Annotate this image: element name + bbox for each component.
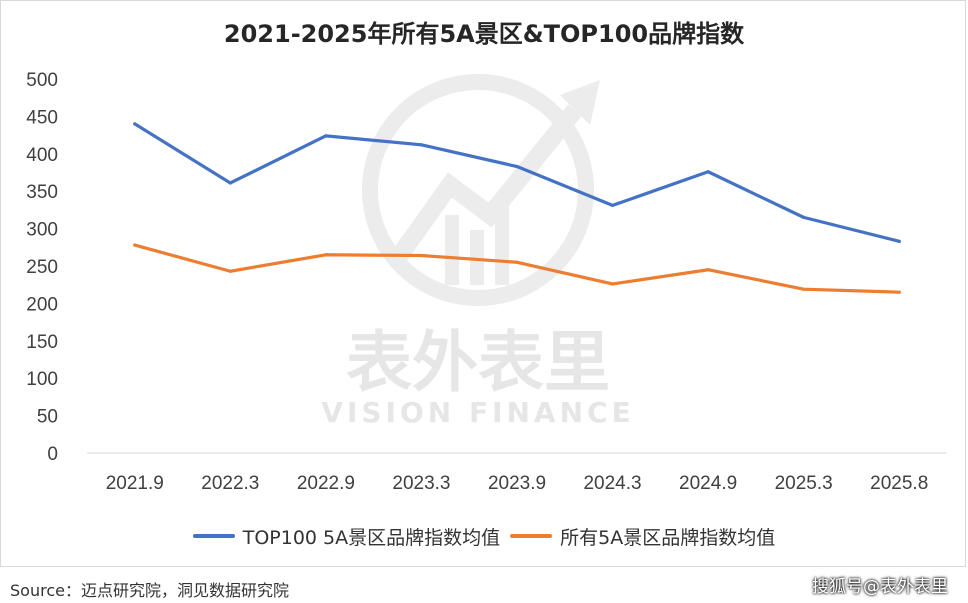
source-note: Source：迈点研究院，洞见数据研究院 (10, 581, 289, 600)
y-tick-label: 350 (26, 182, 58, 203)
x-tick-label: 2023.9 (488, 473, 546, 494)
data-point (133, 122, 137, 126)
data-point (897, 290, 901, 294)
y-tick-label: 150 (26, 332, 58, 353)
x-tick-label: 2024.3 (583, 473, 641, 494)
data-point (324, 253, 328, 257)
data-point (228, 181, 232, 185)
x-tick-label: 2024.9 (679, 473, 737, 494)
legend-item-1: 所有5A景区品牌指数均值 (510, 523, 775, 550)
x-tick-label: 2022.3 (201, 473, 259, 494)
data-point (897, 239, 901, 243)
legend-label: 所有5A景区品牌指数均值 (560, 526, 776, 549)
data-point (802, 215, 806, 219)
y-tick-label: 450 (26, 107, 58, 128)
y-tick-label: 250 (26, 257, 58, 278)
x-tick-label: 2025.8 (870, 473, 928, 494)
data-point (324, 134, 328, 138)
x-tick-label: 2022.9 (297, 473, 355, 494)
series-line-0 (133, 122, 901, 243)
y-tick-label: 0 (47, 444, 58, 465)
legend-swatch (192, 534, 235, 538)
line-chart: 0 50 100 150 200 250 300 350 400 450 500 2021.9 2022… (26, 70, 947, 494)
y-tick-label: 300 (26, 220, 58, 241)
data-point (515, 260, 519, 264)
data-point (706, 170, 710, 174)
data-point (228, 269, 232, 273)
data-point (802, 287, 806, 291)
data-point (419, 253, 424, 258)
x-tick-label: 2025.3 (775, 473, 833, 494)
brand-watermark: 搜狐号@表外表里 (812, 577, 948, 597)
x-tick-label: 2021.9 (106, 473, 164, 494)
series-line-1 (133, 243, 901, 294)
legend-item-0: TOP100 5A景区品牌指数均值 (192, 523, 501, 550)
data-point (610, 203, 615, 208)
x-tick-label: 2023.3 (392, 473, 450, 494)
data-point (133, 243, 137, 247)
legend-swatch (510, 534, 553, 538)
data-point (706, 268, 710, 272)
data-point (419, 143, 424, 147)
y-tick-label: 50 (37, 407, 58, 428)
chart-legend: TOP100 5A景区品牌指数均值 所有5A景区品牌指数均值 (0, 522, 968, 550)
legend-label: TOP100 5A景区品牌指数均值 (242, 526, 501, 549)
y-tick-label: 500 (26, 70, 58, 91)
y-tick-label: 400 (26, 145, 58, 166)
data-point (610, 282, 615, 286)
chart-title: 2021-2025年所有5A景区&TOP100品牌指数 (223, 20, 745, 48)
y-tick-label: 200 (26, 294, 58, 315)
y-tick-label: 100 (26, 369, 58, 390)
data-point (515, 164, 519, 169)
